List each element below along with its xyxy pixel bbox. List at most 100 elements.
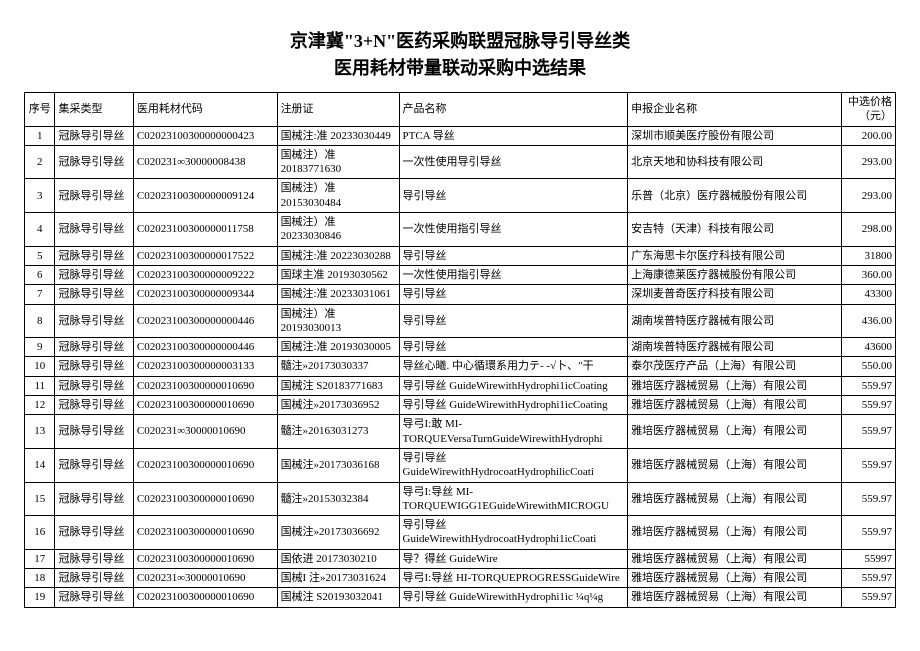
cell-name: 导？得丝 GuideWire: [399, 549, 628, 568]
cell-code: C02023100300000010690: [133, 588, 277, 607]
cell-type: 冠脉导引导丝: [55, 213, 133, 247]
cell-seq: 13: [25, 415, 55, 449]
cell-price: 293.00: [841, 179, 895, 213]
cell-name: 导引导丝 GuideWirewithHydrocoatHydrophi1icCo…: [399, 516, 628, 550]
document-title: 京津冀"3+N"医药采购联盟冠脉导引导丝类 医用耗材带量联动采购中选结果: [24, 28, 896, 82]
cell-company: 雅培医疗器械贸易（上海）有限公司: [628, 376, 841, 395]
cell-name: 一次性使用指引导丝: [399, 265, 628, 284]
cell-reg: 国械注:准 20223030288: [277, 246, 399, 265]
table-body: 1冠脉导引导丝C02023100300000000423国械注:准 202330…: [25, 126, 896, 607]
cell-price: 559.97: [841, 482, 895, 516]
cell-price: 550.00: [841, 357, 895, 376]
cell-code: C02023100300000010690: [133, 516, 277, 550]
cell-code: C02023100300000017522: [133, 246, 277, 265]
cell-reg: 国械I 注»20173031624: [277, 569, 399, 588]
cell-reg: 国械注»20173036168: [277, 448, 399, 482]
cell-company: 乐普（北京）医疗器械股份有限公司: [628, 179, 841, 213]
table-row: 12冠脉导引导丝C02023100300000010690国械注»2017303…: [25, 396, 896, 415]
cell-price: 559.97: [841, 396, 895, 415]
cell-name: 导引导丝: [399, 304, 628, 338]
cell-code: C020231∞30000010690: [133, 569, 277, 588]
col-header-company: 申报企业名称: [628, 93, 841, 127]
cell-reg: 国械注»20173036952: [277, 396, 399, 415]
cell-price: 559.97: [841, 376, 895, 395]
cell-type: 冠脉导引导丝: [55, 516, 133, 550]
cell-type: 冠脉导引导丝: [55, 304, 133, 338]
cell-company: 雅培医疗器械贸易（上海）有限公司: [628, 482, 841, 516]
results-table: 序号 集采类型 医用耗材代码 注册证 产品名称 申报企业名称 中选价格（元） 1…: [24, 92, 896, 608]
cell-price: 200.00: [841, 126, 895, 145]
cell-price: 43600: [841, 338, 895, 357]
cell-type: 冠脉导引导丝: [55, 126, 133, 145]
cell-name: 导弓I:敢 MI-TORQUEVersaTurnGuideWirewithHyd…: [399, 415, 628, 449]
cell-name: 导弓I:导丝 HI-TORQUEPROGRESSGuideWire: [399, 569, 628, 588]
cell-price: 43300: [841, 285, 895, 304]
cell-type: 冠脉导引导丝: [55, 338, 133, 357]
cell-seq: 4: [25, 213, 55, 247]
cell-name: 导引导丝: [399, 179, 628, 213]
cell-reg: 髓注»20173030337: [277, 357, 399, 376]
cell-name: 导引导丝: [399, 246, 628, 265]
cell-seq: 8: [25, 304, 55, 338]
table-row: 11冠脉导引导丝C02023100300000010690国械注 S201837…: [25, 376, 896, 395]
col-header-reg: 注册证: [277, 93, 399, 127]
table-row: 14冠脉导引导丝C02023100300000010690国械注»2017303…: [25, 448, 896, 482]
cell-type: 冠脉导引导丝: [55, 285, 133, 304]
cell-type: 冠脉导引导丝: [55, 549, 133, 568]
cell-type: 冠脉导引导丝: [55, 265, 133, 284]
cell-company: 雅培医疗器械贸易（上海）有限公司: [628, 396, 841, 415]
cell-price: 298.00: [841, 213, 895, 247]
cell-seq: 19: [25, 588, 55, 607]
cell-reg: 国械注:准 20233031061: [277, 285, 399, 304]
cell-price: 31800: [841, 246, 895, 265]
cell-price: 55997: [841, 549, 895, 568]
cell-name: 导引导丝 GuideWirewithHydrocoatHydrophilicCo…: [399, 448, 628, 482]
cell-price: 360.00: [841, 265, 895, 284]
cell-reg: 国械注）准 20153030484: [277, 179, 399, 213]
cell-type: 冠脉导引导丝: [55, 246, 133, 265]
cell-reg: 国球主准 20193030562: [277, 265, 399, 284]
cell-price: 436.00: [841, 304, 895, 338]
cell-code: C02023100300000009124: [133, 179, 277, 213]
cell-code: C02023100300000010690: [133, 482, 277, 516]
cell-seq: 9: [25, 338, 55, 357]
cell-seq: 11: [25, 376, 55, 395]
cell-seq: 1: [25, 126, 55, 145]
cell-seq: 14: [25, 448, 55, 482]
cell-company: 泰尔茂医疗产品（上海）有限公司: [628, 357, 841, 376]
cell-price: 559.97: [841, 569, 895, 588]
cell-company: 深圳麦普奇医疗科技有限公司: [628, 285, 841, 304]
table-row: 18冠脉导引导丝C020231∞30000010690国械I 注»2017303…: [25, 569, 896, 588]
cell-company: 雅培医疗器械贸易（上海）有限公司: [628, 516, 841, 550]
table-row: 19冠脉导引导丝C02023100300000010690国械注 S201930…: [25, 588, 896, 607]
cell-seq: 3: [25, 179, 55, 213]
table-row: 5冠脉导引导丝C02023100300000017522国械注:准 202230…: [25, 246, 896, 265]
cell-name: 导引导丝 GuideWirewithHydrophi1icCoating: [399, 376, 628, 395]
cell-price: 559.97: [841, 448, 895, 482]
cell-type: 冠脉导引导丝: [55, 482, 133, 516]
cell-code: C02023100300000010690: [133, 376, 277, 395]
cell-price: 293.00: [841, 145, 895, 179]
table-row: 16冠脉导引导丝C02023100300000010690国械注»2017303…: [25, 516, 896, 550]
cell-reg: 国械注 S20193032041: [277, 588, 399, 607]
cell-type: 冠脉导引导丝: [55, 357, 133, 376]
cell-name: 导引导丝: [399, 285, 628, 304]
cell-code: C02023100300000003133: [133, 357, 277, 376]
cell-seq: 6: [25, 265, 55, 284]
cell-seq: 18: [25, 569, 55, 588]
cell-company: 雅培医疗器械贸易（上海）有限公司: [628, 549, 841, 568]
cell-name: 一次性使用指引导丝: [399, 213, 628, 247]
table-row: 9冠脉导引导丝C02023100300000000446国械注:准 201930…: [25, 338, 896, 357]
cell-price: 559.97: [841, 516, 895, 550]
cell-company: 湖南埃普特医疗器械有限公司: [628, 304, 841, 338]
table-row: 1冠脉导引导丝C02023100300000000423国械注:准 202330…: [25, 126, 896, 145]
cell-code: C02023100300000000446: [133, 338, 277, 357]
table-row: 2冠脉导引导丝C020231∞30000008438国械注）准 20183771…: [25, 145, 896, 179]
cell-seq: 5: [25, 246, 55, 265]
cell-company: 广东海思卡尔医疗科技有限公司: [628, 246, 841, 265]
cell-code: C020231∞30000010690: [133, 415, 277, 449]
cell-code: C02023100300000000446: [133, 304, 277, 338]
table-row: 13冠脉导引导丝C020231∞30000010690髓注»2016303127…: [25, 415, 896, 449]
cell-name: 导引导丝 GuideWirewithHydrophi1ic ¼q¼g: [399, 588, 628, 607]
cell-type: 冠脉导引导丝: [55, 376, 133, 395]
